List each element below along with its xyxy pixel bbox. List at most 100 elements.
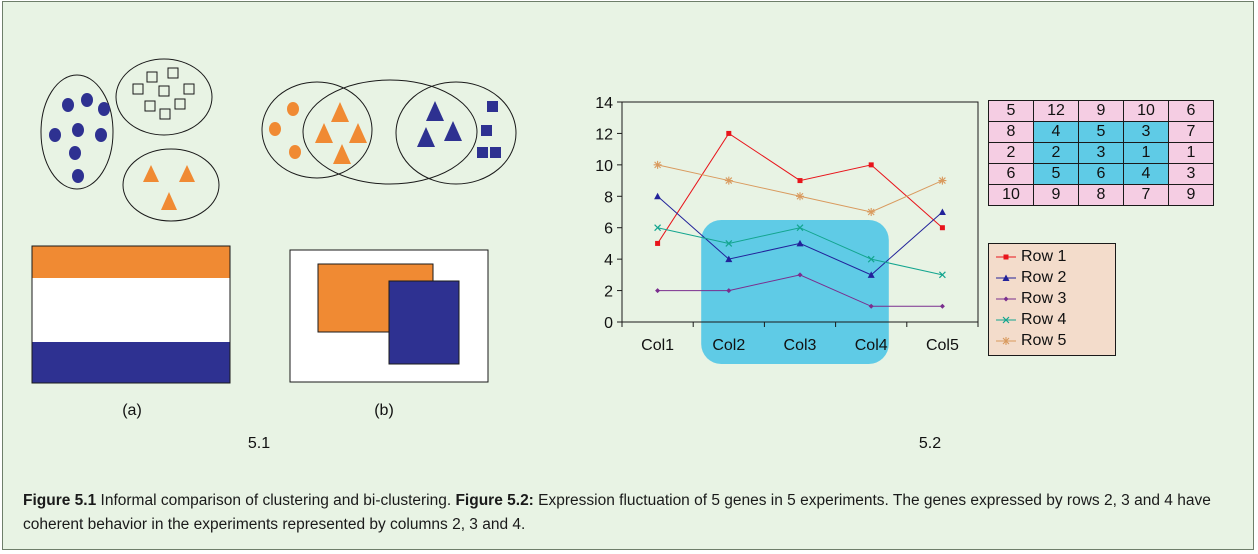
matrix-cell: 6	[1168, 100, 1214, 122]
data-point	[1003, 296, 1009, 302]
data-point	[796, 192, 804, 201]
matrix-cell: 5	[1033, 163, 1079, 185]
blue-circles	[49, 93, 110, 183]
plot-area	[621, 101, 979, 323]
matrix-cell: 1	[1123, 142, 1169, 164]
matrix-cell: 4	[1123, 163, 1169, 185]
matrix-row: 5 12 9 10 6	[988, 100, 1214, 122]
data-point	[726, 130, 732, 136]
data-point	[868, 303, 874, 309]
data-point	[725, 240, 733, 247]
matrix-cell: 2	[988, 142, 1034, 164]
matrix-cell: 5	[988, 100, 1034, 122]
y-tick-label: 0	[604, 315, 613, 332]
legend-swatch	[996, 316, 1016, 324]
data-point	[867, 255, 875, 263]
y-tick-label: 6	[604, 221, 613, 238]
figure-caption: Figure 5.1 Informal comparison of cluste…	[23, 489, 1245, 537]
data-point	[868, 162, 874, 168]
data-point	[796, 239, 804, 247]
x-tick-label: Col2	[712, 337, 745, 354]
legend-swatch	[996, 254, 1016, 260]
matrix-cell: 3	[1078, 142, 1124, 164]
clustering-bar-orange	[32, 246, 230, 278]
caption-fig52-ref: Figure 5.2:	[455, 492, 534, 509]
data-point	[867, 271, 875, 278]
matrix-cell: 9	[1168, 184, 1214, 206]
caption-fig51-text: Informal comparison of clustering and bi…	[96, 492, 456, 509]
legend-swatch	[996, 274, 1016, 281]
data-point	[725, 255, 733, 263]
figure-5-2-label: 5.2	[919, 435, 941, 452]
cluster-ellipse-circles	[40, 74, 114, 190]
panel-b-label: (b)	[374, 402, 394, 419]
data-point	[939, 225, 945, 231]
data-point	[653, 160, 662, 169]
matrix-cell: 10	[988, 184, 1034, 206]
bicluster-highlight	[701, 220, 889, 364]
data-point	[797, 272, 803, 278]
clustering-bar-blue	[32, 342, 230, 383]
data-point	[938, 271, 946, 279]
y-tick-label: 8	[604, 189, 613, 206]
matrix-cell: 9	[1078, 100, 1124, 122]
legend-swatch	[996, 296, 1016, 302]
blue-shapes-b	[417, 101, 501, 158]
x-tick-label: Col3	[784, 337, 817, 354]
chart-legend: Row 1 Row 2 Row 3 Row 4 Row 5	[988, 243, 1116, 356]
y-tick-label: 2	[604, 284, 613, 301]
bicluster-ellipse-right	[395, 81, 517, 185]
clustering-matrix-outline	[31, 245, 231, 384]
caption-fig51-ref: Figure 5.1	[23, 492, 97, 509]
cluster-ellipse-squares	[115, 58, 213, 136]
data-point	[726, 288, 732, 294]
y-tick-label: 14	[595, 95, 613, 112]
x-tick-label: Col4	[855, 337, 888, 354]
series-row-4	[654, 224, 946, 279]
matrix-cell: 6	[988, 163, 1034, 185]
data-point	[796, 224, 804, 232]
legend-label: Row 1	[1021, 248, 1067, 265]
bicluster-ellipse-left	[261, 81, 373, 179]
matrix-cell: 3	[1123, 121, 1169, 143]
matrix-cell: 7	[1123, 184, 1169, 206]
matrix-cell: 10	[1123, 100, 1169, 122]
matrix-cell: 9	[1033, 184, 1079, 206]
legend-label: Row 5	[1021, 332, 1067, 349]
caption-fig52-text: Expression fluctuation of 5 genes in 5 e…	[23, 492, 1211, 533]
matrix-cell: 3	[1168, 163, 1214, 185]
matrix-cell: 5	[1078, 121, 1124, 143]
orange-shapes-b	[269, 102, 367, 164]
matrix-cell: 12	[1033, 100, 1079, 122]
cluster-ellipse-triangles	[122, 148, 220, 222]
data-point	[938, 176, 947, 185]
data-point	[655, 240, 661, 246]
figure-illustrations: (a) (b) 5.1 5.2 0 2 4 6 8 10 12 14 Col1 Col2 Col3 C…	[31, 58, 979, 452]
y-tick-label: 12	[595, 126, 613, 143]
matrix-cell: 8	[988, 121, 1034, 143]
orange-triangles	[143, 165, 195, 210]
data-point	[654, 224, 662, 232]
bicluster-ellipse-middle	[302, 79, 478, 185]
data-point	[655, 288, 661, 294]
matrix-cell: 4	[1033, 121, 1079, 143]
data-point	[1002, 316, 1010, 324]
data-point	[797, 178, 803, 184]
data-point	[867, 208, 876, 216]
data-point	[1003, 254, 1009, 260]
matrix-cell: 1	[1168, 142, 1214, 164]
white-squares	[132, 67, 195, 120]
data-point	[938, 208, 946, 215]
series-line	[657, 164, 943, 213]
matrix-cell: 2	[1033, 142, 1079, 164]
y-tick-label: 4	[604, 252, 613, 269]
x-tick-label: Col5	[926, 337, 959, 354]
data-point	[654, 192, 662, 200]
panel-a-label: (a)	[122, 402, 142, 419]
figure-5-1-label: 5.1	[248, 435, 270, 452]
series-row-1	[655, 130, 945, 246]
